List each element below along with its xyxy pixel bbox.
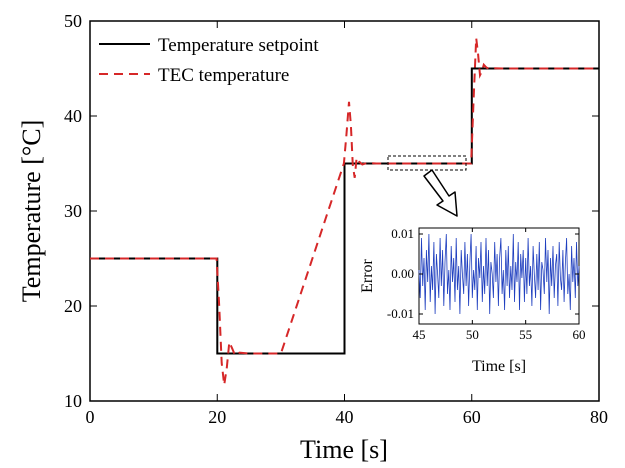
y-tick-label-1: 20 <box>64 296 82 316</box>
inset-y-tick-label-2: 0.01 <box>391 226 414 241</box>
x-axis-title: Time [s] <box>300 435 388 464</box>
x-tick-label-3: 60 <box>463 407 481 427</box>
inset-y-axis-title: Error <box>359 258 376 292</box>
series-line-1 <box>90 37 599 386</box>
inset-y-tick-label-0: -0.01 <box>387 306 414 321</box>
legend: Temperature setpoint TEC temperature <box>99 35 319 86</box>
main-tick-layer: 0 20 40 60 80 10 20 30 40 50 <box>64 11 608 427</box>
main-series-layer <box>90 37 599 386</box>
legend-label-setpoint: Temperature setpoint <box>158 35 319 56</box>
y-tick-label-0: 10 <box>64 391 82 411</box>
inset-series-layer <box>418 233 580 315</box>
x-tick-label-4: 80 <box>590 407 608 427</box>
zoom-arrow <box>423 169 458 217</box>
x-tick-label-0: 0 <box>86 407 95 427</box>
inset-x-tick-label-0: 45 <box>413 327 426 342</box>
legend-label-tec: TEC temperature <box>158 65 289 86</box>
inset-x-axis-title: Time [s] <box>472 358 526 375</box>
inset-tick-layer: 45 50 55 60 -0.01 0.00 0.01 <box>387 226 586 342</box>
zoom-region-box <box>387 155 467 171</box>
inset-y-tick-label-1: 0.00 <box>391 266 414 281</box>
inset-x-tick-label-1: 50 <box>466 327 479 342</box>
inset-series-line-0 <box>418 233 580 315</box>
y-tick-label-2: 30 <box>64 201 82 221</box>
x-tick-label-2: 40 <box>336 407 354 427</box>
y-axis-title: Temperature [°C] <box>17 120 46 303</box>
inset-x-tick-label-2: 55 <box>519 327 532 342</box>
y-tick-label-4: 50 <box>64 11 82 31</box>
x-tick-label-1: 20 <box>208 407 226 427</box>
y-tick-label-3: 40 <box>64 106 82 126</box>
inset-x-tick-label-3: 60 <box>573 327 586 342</box>
